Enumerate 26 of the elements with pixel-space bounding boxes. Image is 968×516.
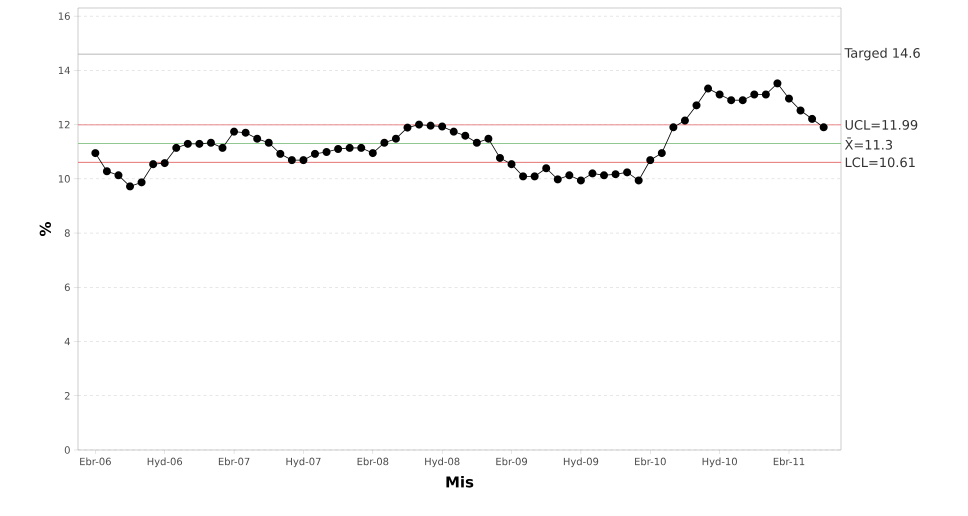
x-tick-label: Ebr-06 bbox=[80, 458, 111, 466]
y-axis-title: % bbox=[40, 222, 51, 236]
y-tick-label: 6 bbox=[64, 284, 70, 292]
x-tick-label: Ebr-11 bbox=[774, 458, 804, 466]
x-tick-label: Ebr-09 bbox=[496, 458, 528, 466]
x-tick-label: Hyd-07 bbox=[286, 458, 321, 468]
x-tick-label: Ebr-08 bbox=[358, 458, 388, 466]
x-axis-title: Mis bbox=[446, 476, 474, 488]
y-tick-label: 0 bbox=[64, 446, 70, 454]
y-tick-label: 12 bbox=[58, 120, 70, 128]
x-tick-label: Ebr-10 bbox=[635, 458, 666, 466]
ref-line-label: Targed 14.6 bbox=[844, 48, 920, 60]
y-tick-label: 2 bbox=[64, 392, 70, 400]
y-tick-label: 8 bbox=[64, 229, 70, 237]
x-tick-label: Hyd-08 bbox=[425, 458, 460, 468]
x-tick-label: Ebr-07 bbox=[218, 458, 250, 466]
y-tick-label: 10 bbox=[58, 175, 70, 183]
y-tick-label: 4 bbox=[64, 338, 70, 346]
ref-line-label: UCL=11.99 bbox=[846, 120, 918, 130]
x-tick-label: Hyd-10 bbox=[702, 458, 737, 468]
ref-line-label: LCL=10.61 bbox=[846, 157, 915, 168]
x-tick-label: Hyd-09 bbox=[564, 458, 598, 468]
x-tick-label: Hyd-06 bbox=[148, 458, 182, 468]
ref-line-label: X̄=11.3 bbox=[844, 137, 892, 150]
y-tick-label: 16 bbox=[58, 12, 70, 20]
y-tick-label: 14 bbox=[58, 66, 70, 74]
